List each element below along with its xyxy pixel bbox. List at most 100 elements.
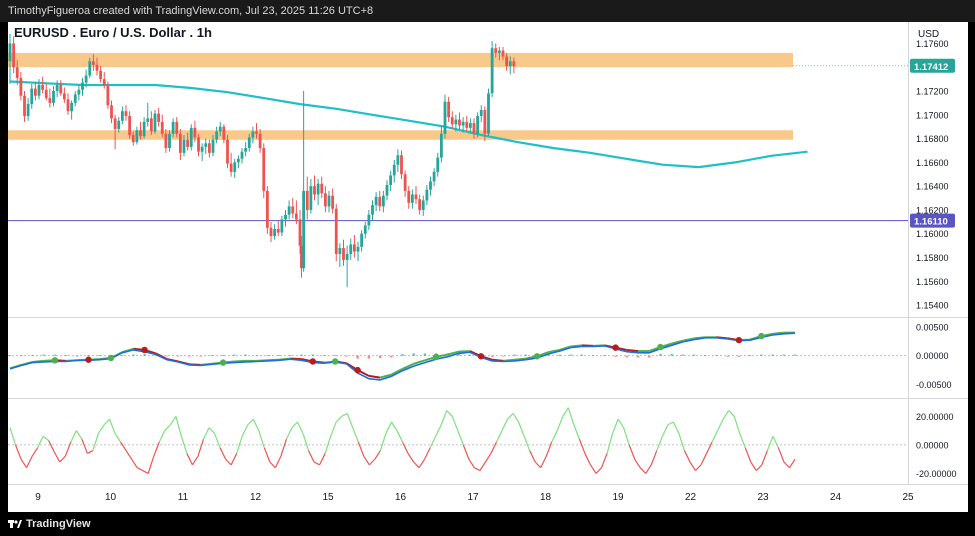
- candle: [476, 112, 480, 138]
- candles: [8, 33, 516, 288]
- candle-body: [62, 93, 66, 100]
- price-tick-label: 1.16600: [916, 158, 949, 168]
- candle-body: [512, 61, 516, 67]
- osc-segment: [772, 436, 779, 448]
- macd-histogram-bar: [289, 355, 292, 356]
- candle: [19, 71, 23, 101]
- osc-segment: [612, 418, 619, 434]
- osc-segment: [158, 430, 166, 443]
- candle: [168, 130, 171, 152]
- candle: [269, 221, 273, 243]
- price-tick-label: 1.17000: [916, 110, 949, 120]
- candle: [55, 80, 59, 97]
- candle-body: [414, 194, 418, 200]
- osc-segment: [689, 461, 696, 471]
- macd-signal-segment: [368, 374, 381, 379]
- osc-segment: [202, 427, 210, 440]
- candle-body: [168, 133, 171, 149]
- macd-histogram-bar: [491, 355, 494, 357]
- candle: [363, 221, 367, 239]
- chart-canvas[interactable]: EURUSD . Euro / U.S. Dollar . 1h USD 1.1…: [0, 22, 975, 512]
- osc-segment: [319, 453, 326, 466]
- candle-body: [251, 131, 255, 138]
- candle-body: [472, 123, 476, 134]
- candle-body: [436, 157, 440, 172]
- macd-histogram-bar: [31, 355, 34, 356]
- time-tick-label: 12: [250, 492, 262, 503]
- macd-histogram-bar: [53, 354, 57, 356]
- osc-segment: [352, 427, 359, 443]
- candle: [48, 88, 52, 108]
- osc-segment: [274, 456, 282, 468]
- macd-histogram-bar: [401, 353, 404, 356]
- candle-body: [352, 244, 356, 252]
- osc-segment: [429, 436, 437, 448]
- osc-segment: [302, 433, 310, 451]
- osc-segment: [556, 416, 564, 431]
- candle-body: [37, 85, 41, 96]
- osc-segment: [501, 418, 509, 431]
- macd-histogram-bar: [87, 355, 90, 356]
- candle-body: [320, 183, 324, 194]
- candle: [200, 143, 204, 162]
- candle: [421, 195, 425, 216]
- candle: [494, 43, 498, 58]
- candle: [429, 176, 432, 196]
- candle: [244, 142, 248, 157]
- candle: [294, 200, 298, 225]
- osc-segment: [639, 467, 647, 474]
- time-tick-label: 15: [322, 492, 334, 503]
- osc-segment: [567, 407, 575, 426]
- candle-body: [149, 118, 153, 132]
- macd-histogram-bar: [591, 355, 595, 356]
- symbol-title: EURUSD . Euro / U.S. Dollar . 1h: [14, 25, 212, 40]
- candle: [240, 148, 244, 164]
- time-tick-label: 23: [757, 492, 769, 503]
- candle-body: [84, 75, 88, 83]
- osc-segment: [269, 461, 276, 469]
- candle: [291, 198, 295, 219]
- candle: [454, 114, 458, 132]
- rsi-pane[interactable]: [8, 399, 908, 484]
- candle-body: [468, 123, 472, 128]
- candle: [331, 188, 335, 214]
- macd-pane[interactable]: [8, 318, 908, 398]
- osc-segment: [125, 450, 133, 460]
- osc-segment: [584, 453, 591, 466]
- candle: [443, 94, 447, 139]
- macd-cross-dot: [141, 346, 148, 354]
- price-pane[interactable]: [8, 22, 908, 317]
- candle-body: [142, 121, 146, 137]
- time-tick-label: 16: [395, 492, 407, 503]
- resistance-zone: [8, 52, 793, 68]
- candle-body: [240, 151, 244, 159]
- macd-cross-dot: [219, 359, 227, 366]
- candle-body: [313, 186, 316, 195]
- candle-body: [316, 183, 320, 195]
- candle-body: [41, 85, 45, 90]
- osc-segment: [330, 421, 337, 437]
- time-axis[interactable]: [8, 484, 968, 512]
- macd-tick-label: 0.00500: [916, 322, 949, 332]
- candle-body: [454, 119, 458, 125]
- candle: [182, 135, 186, 157]
- osc-segment: [661, 424, 669, 437]
- candle: [186, 132, 190, 151]
- candle: [273, 224, 277, 240]
- candle-body: [450, 117, 454, 125]
- osc-segment: [114, 433, 122, 443]
- candle: [396, 149, 400, 172]
- candle: [255, 123, 258, 139]
- macd-cross-dot: [354, 366, 361, 374]
- last-price-label: 1.17412: [914, 62, 948, 73]
- osc-segment: [518, 421, 525, 437]
- osc-segment: [600, 453, 608, 468]
- candle: [149, 111, 153, 136]
- osc-segment: [739, 433, 746, 448]
- candle-body: [284, 214, 287, 220]
- macd-histogram-bar: [199, 355, 202, 357]
- candle: [207, 139, 211, 158]
- price-tick-label: 1.15800: [916, 253, 949, 263]
- macd-histogram-bar: [457, 353, 460, 356]
- candle: [490, 41, 494, 97]
